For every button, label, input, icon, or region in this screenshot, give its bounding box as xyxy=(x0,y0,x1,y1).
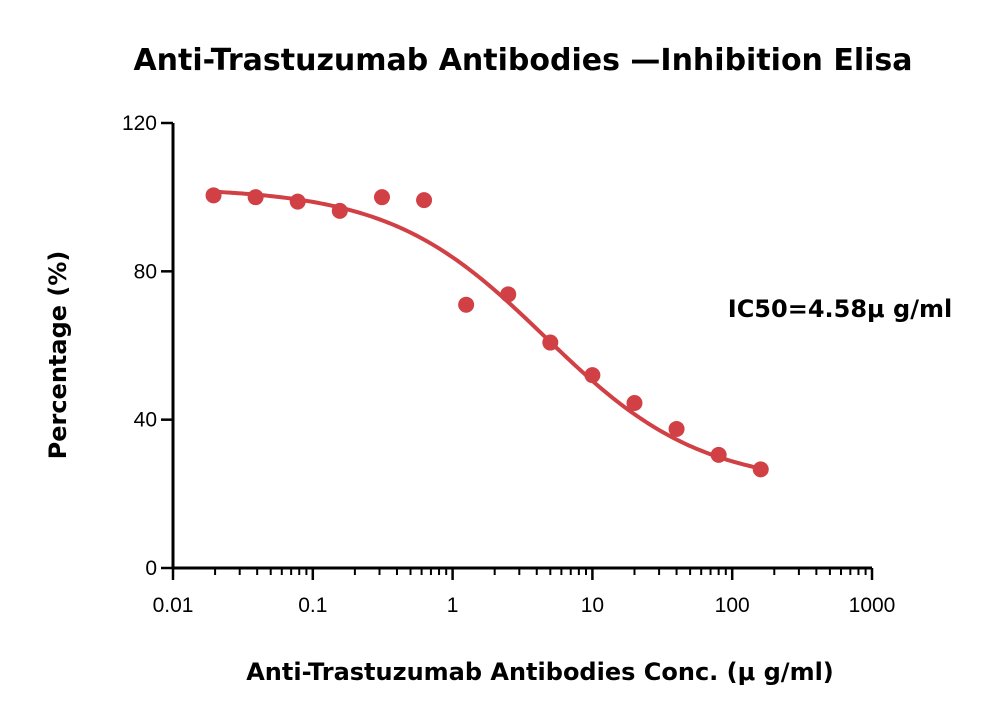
y-axis-label: Percentage (%) xyxy=(44,251,72,460)
data-point xyxy=(416,192,433,209)
data-point xyxy=(500,286,517,303)
x-axis: 0.01 0.1 1 10 100 1000 xyxy=(153,566,896,617)
data-point xyxy=(289,193,306,210)
data-point xyxy=(584,367,601,384)
data-points xyxy=(205,187,769,478)
x-tick-label: 1000 xyxy=(849,594,896,617)
data-point xyxy=(205,187,222,204)
x-axis-label: Anti-Trastuzumab Antibodies Conc. (μ g/m… xyxy=(246,658,834,686)
data-point xyxy=(247,189,264,206)
x-tick-label: 10 xyxy=(581,594,604,617)
chart-title: Anti-Trastuzumab Antibodies —Inhibition … xyxy=(133,43,912,78)
x-tick-label: 0.01 xyxy=(153,594,194,617)
data-point xyxy=(331,202,348,219)
data-point xyxy=(752,461,769,478)
data-point xyxy=(458,296,475,313)
y-tick-label: 80 xyxy=(134,260,157,283)
y-tick-label: 120 xyxy=(122,112,157,135)
data-point xyxy=(668,420,685,437)
ic50-annotation: IC50=4.58μ g/ml xyxy=(728,295,952,323)
y-tick-label: 0 xyxy=(145,557,157,580)
data-point xyxy=(373,189,390,206)
data-point xyxy=(626,394,643,411)
x-tick-label: 100 xyxy=(715,594,750,617)
y-axis: 0 40 80 120 xyxy=(122,112,175,580)
x-tick-label: 1 xyxy=(447,594,459,617)
x-tick-label: 0.1 xyxy=(298,594,327,617)
y-tick-label: 40 xyxy=(134,409,157,432)
data-point xyxy=(710,446,727,463)
data-point xyxy=(542,334,559,351)
